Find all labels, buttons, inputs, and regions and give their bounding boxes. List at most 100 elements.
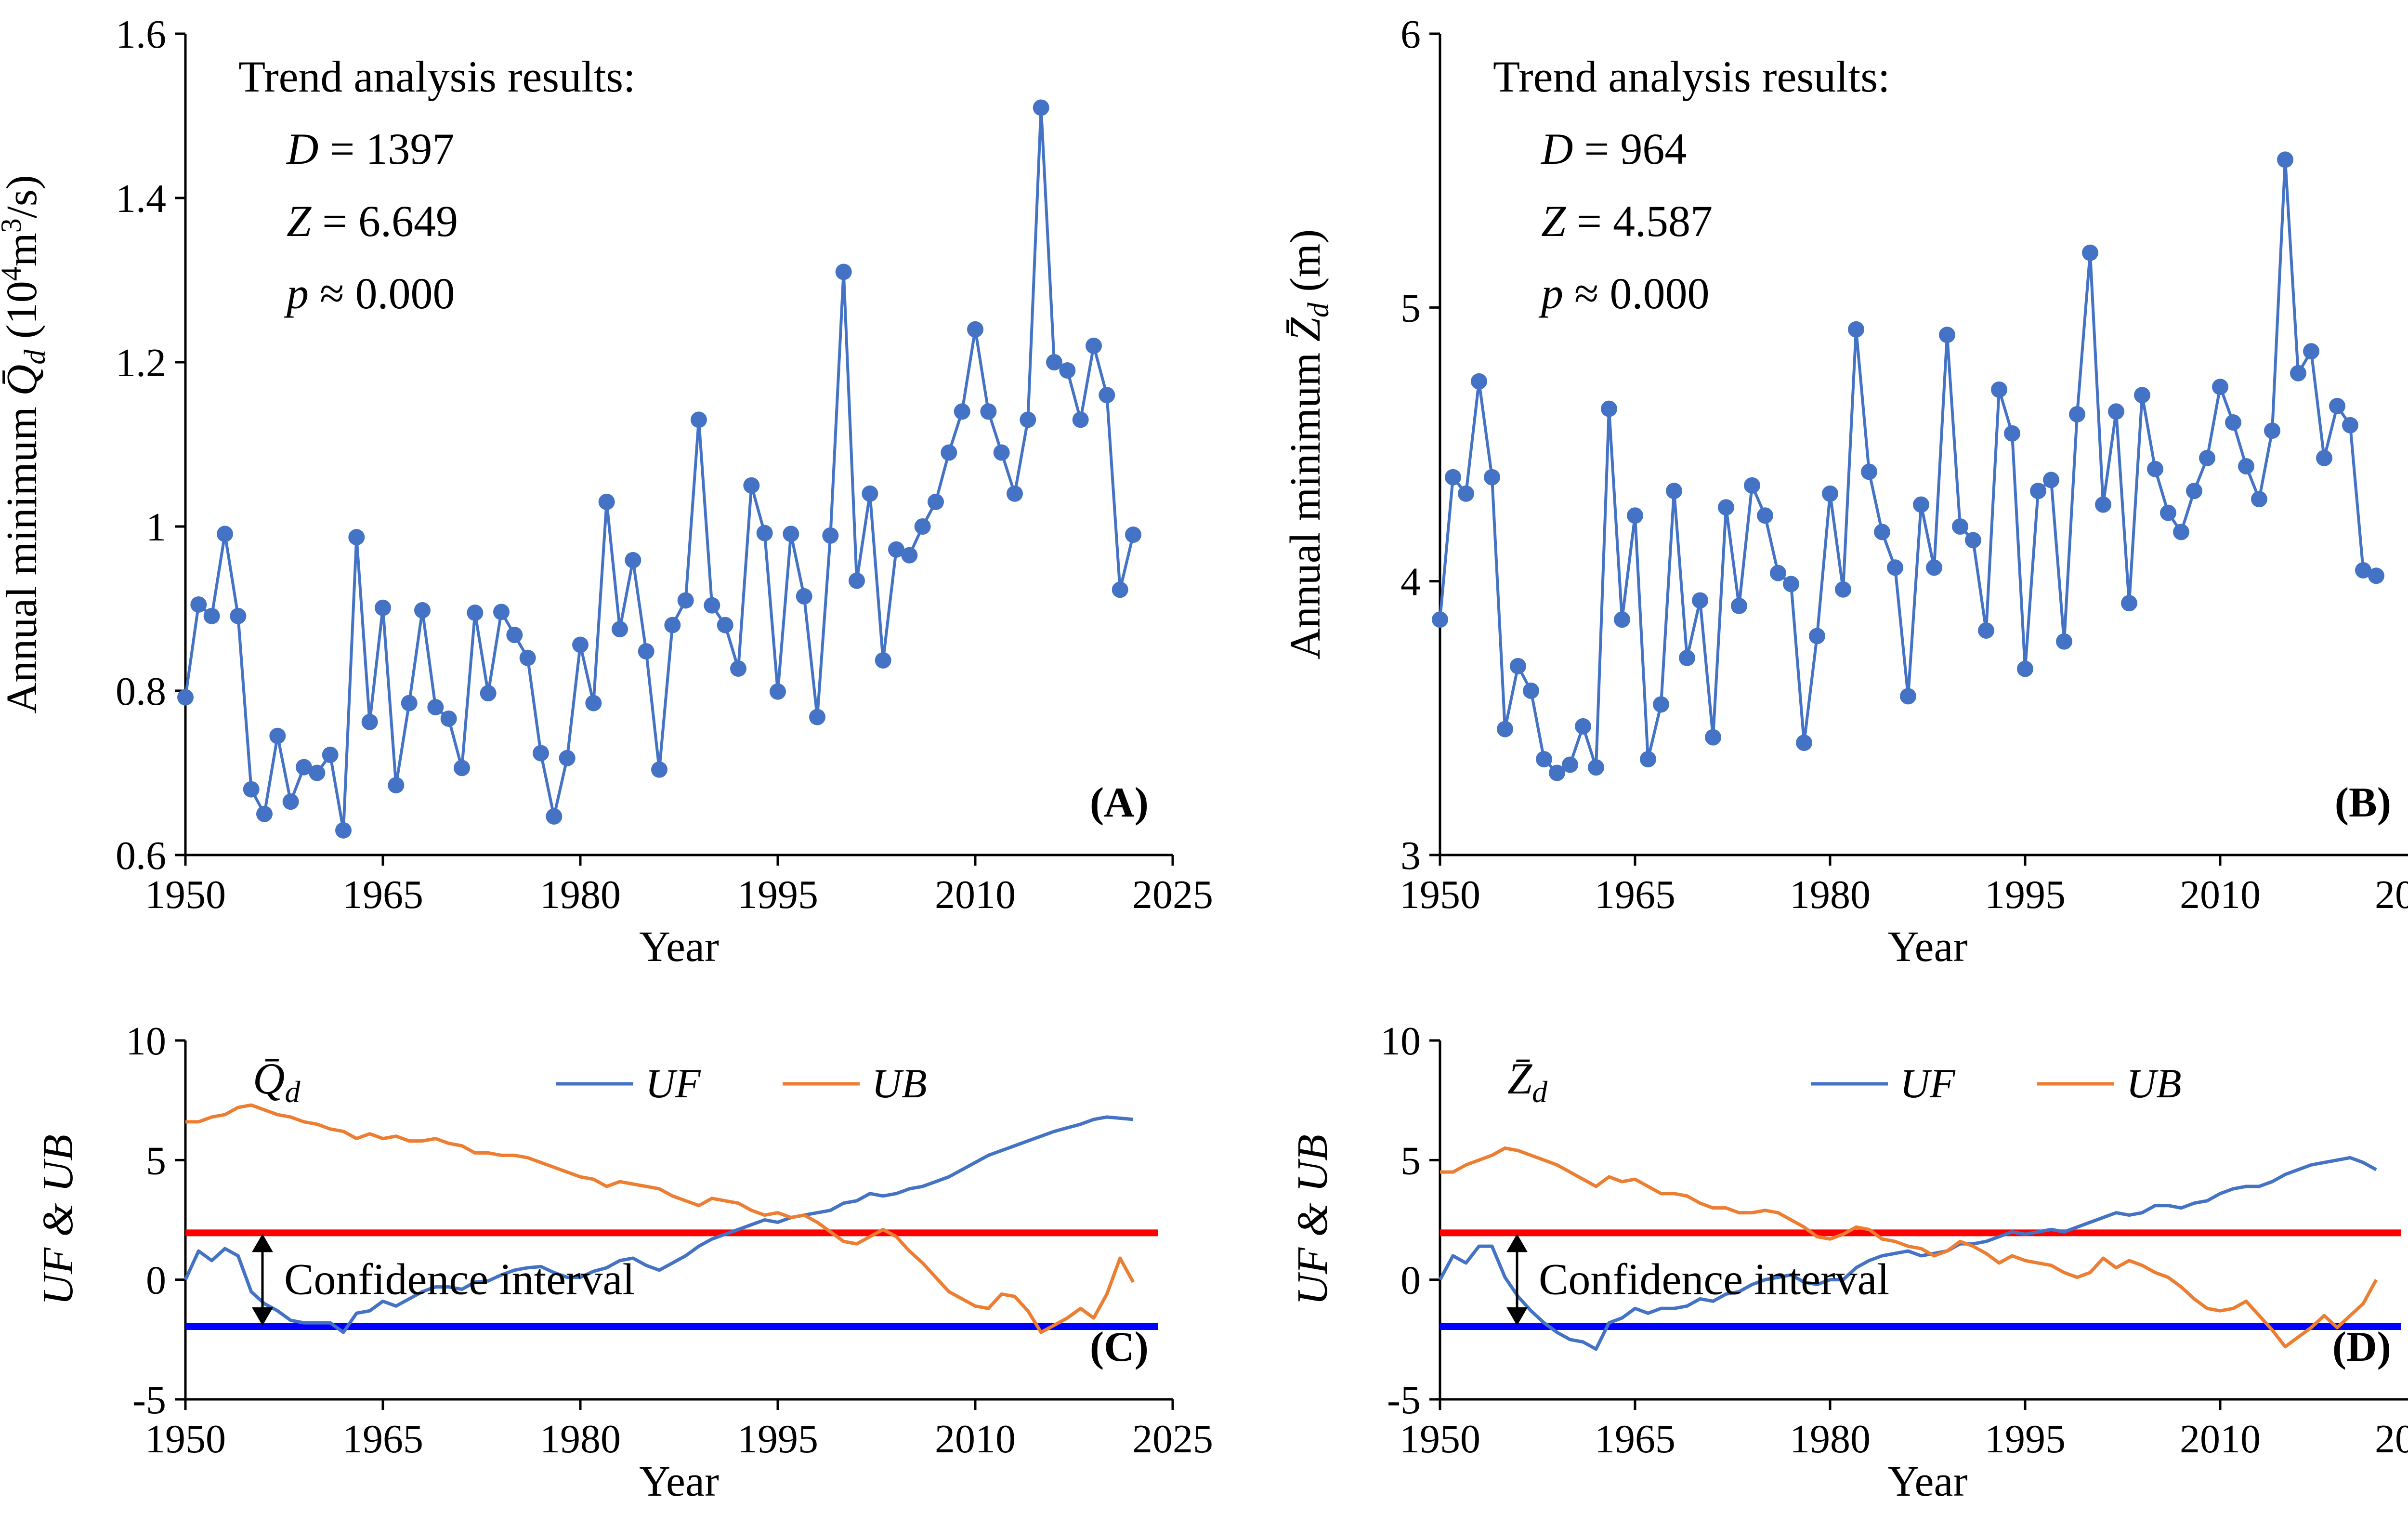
data-point-1954 bbox=[1484, 469, 1500, 486]
data-point-2010 bbox=[2212, 379, 2228, 395]
data-point-1974 bbox=[493, 604, 510, 620]
data-point-1993 bbox=[743, 477, 760, 494]
data-point-1976 bbox=[519, 649, 536, 666]
x-tick-label: 2010 bbox=[935, 1417, 1016, 1461]
panel-label: (B) bbox=[2335, 779, 2391, 826]
annotation-d: D = 964 bbox=[1540, 124, 1687, 173]
variable-symbol: Z̄ bbox=[1507, 1054, 1532, 1103]
data-point-1972 bbox=[467, 605, 484, 621]
data-point-2007 bbox=[928, 493, 944, 510]
data-point-1960 bbox=[1562, 756, 1578, 773]
arrow-head-up bbox=[1506, 1234, 1528, 1252]
data-point-1986 bbox=[1900, 688, 1916, 705]
data-point-1968 bbox=[414, 602, 431, 619]
y-tick-label: 5 bbox=[146, 1138, 166, 1183]
data-point-1959 bbox=[1549, 764, 1565, 781]
x-tick-label: 2010 bbox=[2180, 872, 2261, 917]
y-tick-label: 0 bbox=[146, 1258, 166, 1303]
data-point-1997 bbox=[796, 588, 812, 605]
data-point-1956 bbox=[1510, 658, 1526, 674]
data-point-1989 bbox=[1939, 327, 1955, 343]
x-axis-label: Year bbox=[1888, 923, 1968, 971]
annotation-title: Trend analysis results: bbox=[238, 52, 636, 101]
data-point-1968 bbox=[1666, 483, 1682, 500]
series-ub-line bbox=[1440, 1146, 2378, 1349]
data-point-1980 bbox=[572, 636, 589, 653]
data-point-2003 bbox=[2121, 595, 2137, 612]
x-tick-label: 1980 bbox=[540, 872, 621, 917]
variable-symbol: Q̄ bbox=[253, 1054, 285, 1103]
data-point-1965 bbox=[375, 599, 391, 616]
annotation-z-symbol: Z bbox=[1541, 197, 1566, 246]
data-point-2015 bbox=[2277, 151, 2293, 168]
x-tick-label: 2025 bbox=[2375, 1417, 2408, 1461]
data-point-2020 bbox=[2342, 417, 2358, 434]
data-point-2001 bbox=[2095, 496, 2111, 513]
y-tick-label: 1.2 bbox=[116, 341, 166, 385]
annotation-p-value: ≈ 0.000 bbox=[309, 269, 455, 318]
x-tick-label: 1950 bbox=[145, 1417, 226, 1461]
data-point-1951 bbox=[190, 596, 207, 613]
data-point-1978 bbox=[546, 808, 563, 825]
data-point-2001 bbox=[849, 572, 865, 589]
annotation-p-value: ≈ 0.000 bbox=[1563, 269, 1710, 318]
y-tick-label: -5 bbox=[1387, 1378, 1421, 1422]
data-point-1953 bbox=[217, 526, 233, 542]
data-point-1977 bbox=[1783, 576, 1799, 592]
data-point-2011 bbox=[2225, 414, 2241, 431]
x-tick-label: 1965 bbox=[1595, 1417, 1675, 1461]
data-point-1977 bbox=[533, 745, 549, 762]
annotation-d-symbol: D bbox=[286, 124, 318, 173]
y-axis-label-unit-sup: 4 bbox=[0, 266, 27, 281]
data-point-1982 bbox=[1848, 321, 1864, 338]
data-point-2011 bbox=[980, 403, 997, 420]
data-point-2014 bbox=[1020, 411, 1036, 428]
data-point-1993 bbox=[1991, 381, 2007, 398]
confidence-arrow-icon bbox=[1506, 1234, 1528, 1326]
variable-label: Z̄d bbox=[1507, 1054, 1548, 1109]
data-point-1969 bbox=[1679, 649, 1695, 666]
data-point-1952 bbox=[203, 607, 220, 624]
data-point-1984 bbox=[1874, 524, 1890, 540]
y-tick-label: 5 bbox=[1400, 1138, 1421, 1183]
data-point-1996 bbox=[2030, 483, 2046, 500]
data-point-1979 bbox=[1809, 628, 1825, 645]
data-point-1995 bbox=[770, 683, 786, 700]
data-point-1992 bbox=[730, 660, 746, 677]
data-point-2018 bbox=[1072, 411, 1089, 428]
arrow-head-up bbox=[252, 1234, 273, 1252]
data-point-1964 bbox=[1614, 611, 1630, 628]
data-point-1963 bbox=[348, 529, 365, 546]
data-point-2014 bbox=[2264, 422, 2280, 439]
confidence-interval-label: Confidence interval bbox=[1539, 1255, 1889, 1304]
data-point-2002 bbox=[862, 485, 878, 502]
data-point-2008 bbox=[941, 444, 957, 461]
data-point-1962 bbox=[335, 822, 352, 839]
annotation-d-value: = 964 bbox=[1573, 124, 1687, 173]
data-point-1983 bbox=[1861, 463, 1877, 480]
x-tick-label: 2025 bbox=[1132, 872, 1213, 917]
x-tick-label: 1965 bbox=[1595, 872, 1675, 917]
variable-label: Q̄d bbox=[253, 1054, 301, 1109]
data-point-2018 bbox=[2316, 449, 2332, 466]
annotation-d-value: = 1397 bbox=[318, 124, 454, 173]
data-point-1961 bbox=[1575, 718, 1591, 735]
x-tick-label: 1965 bbox=[342, 1417, 423, 1461]
variable-subscript: d bbox=[285, 1075, 301, 1109]
data-point-2007 bbox=[2173, 524, 2189, 540]
data-point-1987 bbox=[664, 617, 681, 633]
confidence-arrow-icon bbox=[252, 1234, 273, 1326]
data-point-1969 bbox=[427, 699, 444, 716]
annotation-p: p ≈ 0.000 bbox=[1538, 269, 1710, 318]
annotation-d-symbol: D bbox=[1540, 124, 1573, 173]
y-axis-label: UF & UB bbox=[1289, 1134, 1336, 1305]
data-point-1972 bbox=[1718, 499, 1734, 516]
y-tick-label: 5 bbox=[1400, 286, 1421, 330]
annotation-p: p ≈ 0.000 bbox=[284, 269, 455, 318]
x-tick-label: 2025 bbox=[2375, 872, 2408, 917]
x-tick-label: 1965 bbox=[342, 872, 423, 917]
data-point-2013 bbox=[2251, 491, 2267, 508]
data-point-1982 bbox=[598, 493, 615, 510]
data-point-2008 bbox=[2186, 483, 2202, 500]
